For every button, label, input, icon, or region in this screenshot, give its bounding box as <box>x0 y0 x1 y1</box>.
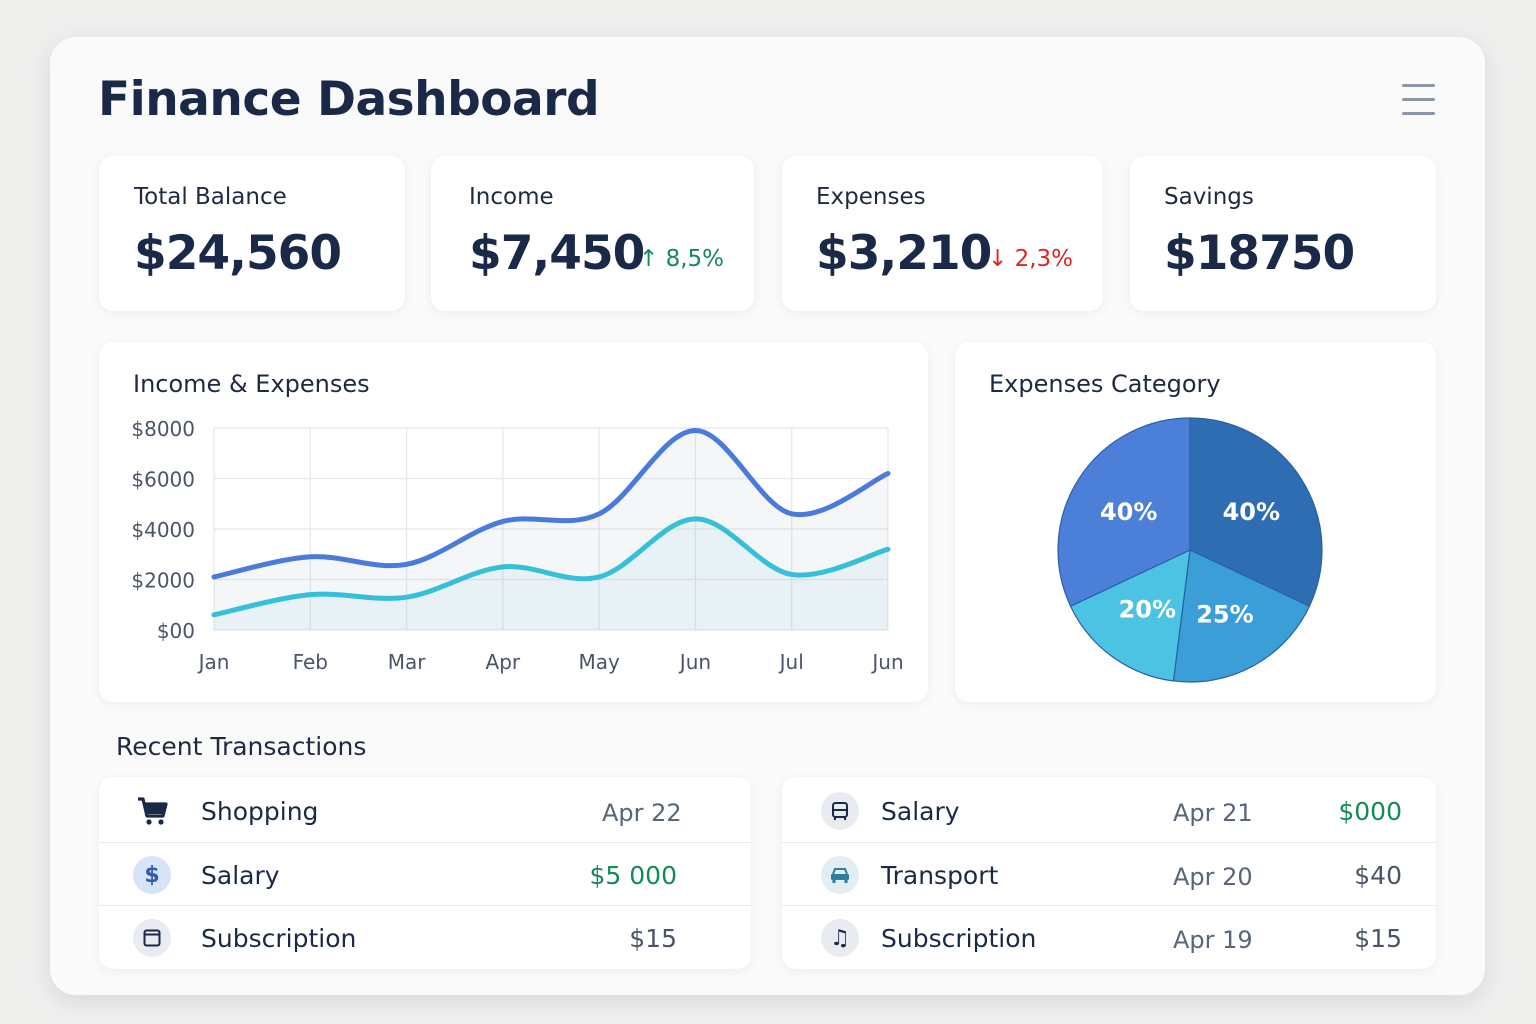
page-title: Finance Dashboard <box>98 72 600 127</box>
stat-label: Income <box>469 184 554 210</box>
stat-card-income: Income $7,450 ↑ 8,5% <box>431 156 754 311</box>
chart-title: Expenses Category <box>989 370 1221 398</box>
transaction-row[interactable]: ♫ Subscription Apr 19 $15 <box>782 905 1436 969</box>
y-tick-label: $4000 <box>131 518 195 542</box>
pie-slice-label: 20% <box>1119 596 1176 624</box>
x-tick-label: May <box>578 650 620 674</box>
transaction-row[interactable]: $ Salary $5 000 <box>99 842 751 906</box>
bus-icon <box>821 792 859 830</box>
subscription-card-icon <box>133 919 171 957</box>
chart-title: Income & Expenses <box>133 370 370 398</box>
stat-label: Expenses <box>816 184 926 210</box>
pie-slice-label: 40% <box>1223 498 1280 526</box>
transactions-list-left: Shopping Apr 22 $ Salary $5 000 Subscrip… <box>99 777 751 969</box>
income-expenses-chart-card: Income & Expenses $8000 $6000 $4000 $2000 $0… <box>99 342 928 702</box>
stat-value: $3,210 <box>816 226 992 281</box>
transaction-date: Apr 19 <box>1173 926 1253 954</box>
transaction-name: Shopping <box>201 797 319 826</box>
series-line <box>211 516 891 618</box>
stat-card-expenses: Expenses $3,210 ↓ 2,3% <box>782 156 1103 311</box>
stat-card-total-balance: Total Balance $24,560 <box>99 156 405 311</box>
trend-up-badge: ↑ 8,5% <box>639 246 725 272</box>
transaction-name: Transport <box>881 861 999 890</box>
music-note-icon: ♫ <box>821 919 859 957</box>
transaction-name: Subscription <box>881 924 1037 953</box>
transaction-amount: $000 <box>1338 797 1402 826</box>
transaction-date: Apr 21 <box>1173 799 1253 827</box>
series-area <box>214 430 888 630</box>
x-tick-label: Jan <box>197 650 230 674</box>
pie-slice-label: 40% <box>1100 498 1157 526</box>
stat-card-savings: Savings $18750 <box>1130 156 1436 311</box>
chart-grid <box>213 427 889 631</box>
y-tick-label: $2000 <box>131 569 195 593</box>
pie-slice <box>1057 417 1191 608</box>
car-icon <box>821 856 859 894</box>
series-line <box>211 428 891 580</box>
transaction-row[interactable]: Salary Apr 21 $000 <box>782 779 1436 842</box>
transaction-name: Salary <box>201 861 280 890</box>
y-tick-label: $6000 <box>131 468 195 492</box>
transaction-row[interactable]: Transport Apr 20 $40 <box>782 842 1436 906</box>
transaction-date: Apr 20 <box>1173 863 1253 891</box>
shopping-cart-icon <box>133 792 171 830</box>
pie-slice <box>1189 417 1323 608</box>
x-tick-label: Jun <box>870 650 903 674</box>
dollar-icon: $ <box>133 856 171 894</box>
transaction-row[interactable]: Shopping Apr 22 <box>99 779 751 842</box>
transaction-amount: $40 <box>1354 861 1402 890</box>
recent-transactions-title: Recent Transactions <box>116 732 367 761</box>
pie-slice <box>1172 549 1311 683</box>
transaction-amount: $5 000 <box>589 861 677 890</box>
transaction-amount: $15 <box>1354 924 1402 953</box>
y-tick-label: $8000 <box>131 417 195 441</box>
transaction-date: Apr 22 <box>602 799 682 827</box>
y-tick-label: $00 <box>157 619 195 643</box>
transaction-row[interactable]: Subscription $15 <box>99 905 751 969</box>
transactions-list-right: Salary Apr 21 $000 Transport Apr 20 $40 … <box>782 777 1436 969</box>
trend-down-badge: ↓ 2,3% <box>988 246 1074 272</box>
stat-value: $18750 <box>1164 226 1355 281</box>
stat-label: Total Balance <box>134 184 287 210</box>
pie-slice-label: 25% <box>1196 601 1253 629</box>
x-tick-label: Mar <box>388 650 427 674</box>
transaction-amount: $15 <box>629 924 677 953</box>
stat-value: $7,450 <box>469 226 645 281</box>
x-tick-label: Jul <box>778 650 804 674</box>
stat-value: $24,560 <box>134 226 342 281</box>
expenses-category-card: Expenses Category 40% 25% 20% 40% <box>955 342 1436 702</box>
x-tick-label: Jun <box>678 650 711 674</box>
x-tick-label: Feb <box>293 650 328 674</box>
transaction-name: Salary <box>881 797 960 826</box>
x-tick-label: Apr <box>486 650 521 674</box>
pie-slice <box>1069 548 1191 682</box>
hamburger-menu-icon[interactable] <box>1400 82 1436 118</box>
pie-chart: 40% 25% 20% 40% <box>1057 417 1323 683</box>
transaction-name: Subscription <box>201 924 357 953</box>
stat-label: Savings <box>1164 184 1254 210</box>
